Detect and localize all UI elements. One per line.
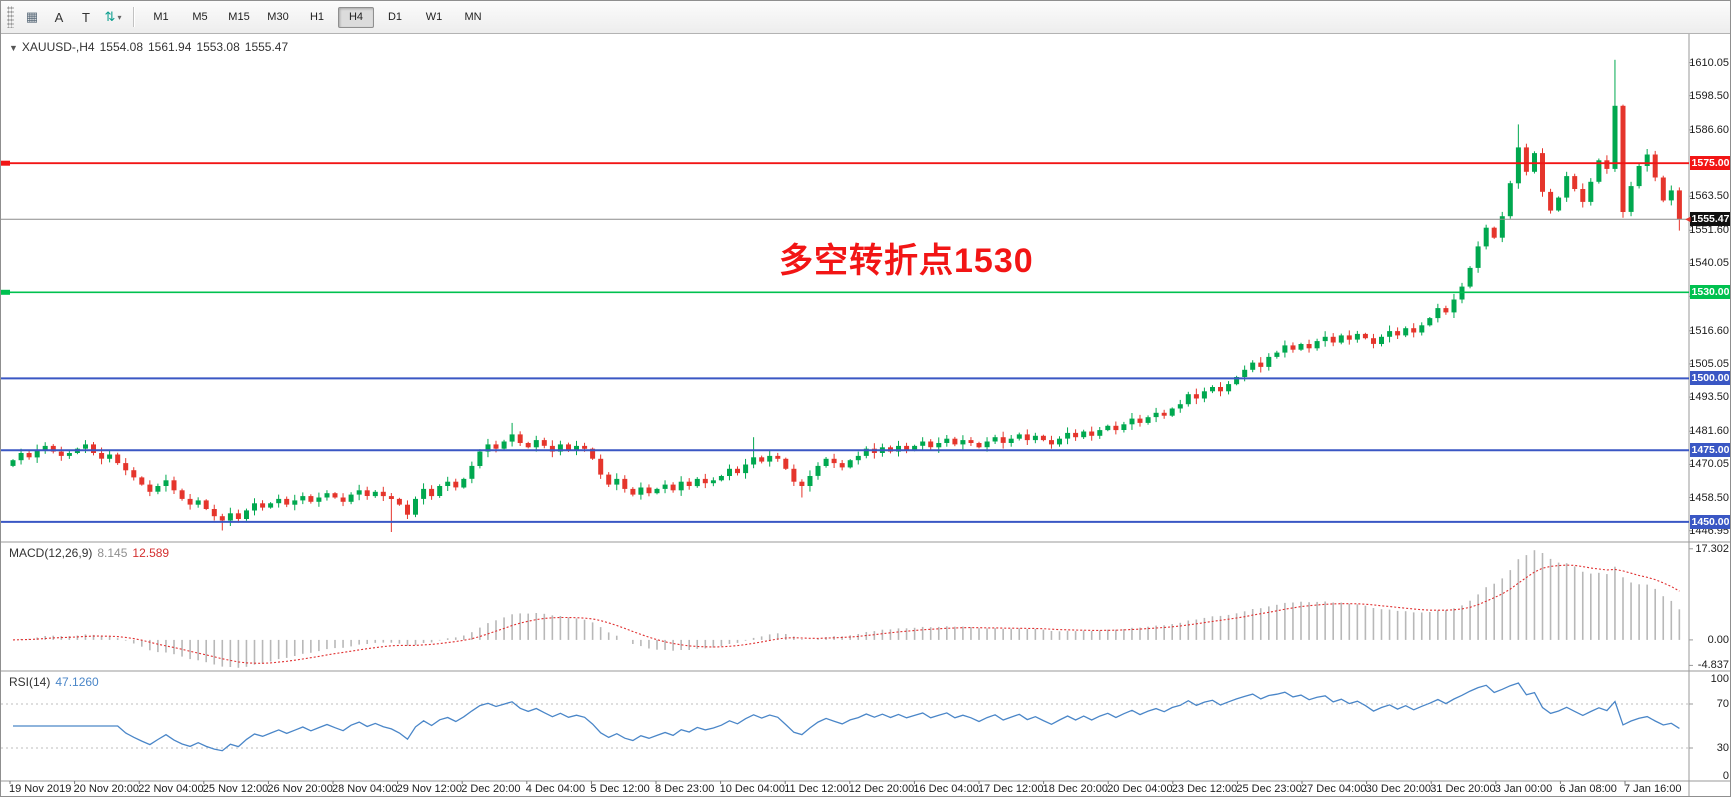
price-scale-label: 1505.05 (1689, 357, 1729, 370)
time-axis-label: 25 Nov 12:00 (202, 783, 269, 795)
price-scale-label: 1586.60 (1689, 123, 1729, 136)
timeframe-button-h4[interactable]: H4 (338, 6, 374, 28)
bar-high-value: 1561.94 (148, 40, 192, 54)
symbol-timeframe-label: XAUUSD-,H4 (21, 40, 95, 54)
price-scale-label: 1458.50 (1689, 491, 1729, 504)
time-axis-label: 18 Dec 20:00 (1042, 783, 1109, 795)
price-scale-label: 1493.50 (1689, 391, 1729, 404)
bar-open-value: 1554.08 (99, 40, 143, 54)
time-axis[interactable]: 19 Nov 2019 20 Nov 20:00 22 Nov 04:00 25 No… (1, 781, 1689, 796)
time-axis-label: 12 Dec 20:00 (848, 783, 915, 795)
hline-left-marker (1, 289, 10, 295)
timeframe-button-m15[interactable]: M15 (228, 11, 250, 23)
time-axis-label: 23 Dec 12:00 (1171, 783, 1238, 795)
time-axis-label: 7 Jan 16:00 (1624, 783, 1682, 795)
rsi-scale-label: 30 (1716, 742, 1729, 754)
time-axis-label: 16 Dec 04:00 (913, 783, 979, 795)
hline-left-marker (1, 160, 10, 166)
timeframe-button-d1[interactable]: D1 (387, 11, 403, 23)
toolbar-grip[interactable] (7, 6, 14, 28)
time-axis-label: 8 Dec 23:00 (655, 783, 715, 795)
rsi-scale-label: 70 (1716, 698, 1729, 710)
time-axis-label: 4 Dec 04:00 (525, 783, 586, 795)
price-tag-1530.00: 1530.00 (1690, 285, 1730, 300)
price-tag-1450.00: 1450.00 (1690, 514, 1730, 529)
time-axis-label: 26 Nov 20:00 (267, 783, 333, 795)
candles-layer (10, 59, 1682, 532)
time-axis-label: 2 Dec 20:00 (461, 783, 521, 795)
dropdown-caret-icon: ▾ (117, 12, 122, 22)
time-axis-label: 19 Nov 2019 (9, 783, 72, 795)
price-scale-label: 1563.50 (1689, 190, 1729, 203)
macd-label: MACD(12,26,9) (9, 546, 93, 560)
timeframe-button-h1[interactable]: H1 (309, 11, 325, 23)
time-axis-label: 27 Dec 04:00 (1301, 783, 1367, 795)
time-axis-label: 11 Dec 12:00 (784, 783, 849, 795)
timeframe-button-w1[interactable]: W1 (425, 11, 443, 23)
macd-histogram (20, 550, 1681, 668)
price-scale-label: 1540.05 (1689, 257, 1729, 270)
rsi-value: 47.1260 (55, 675, 99, 689)
time-axis-label: 10 Dec 04:00 (719, 783, 786, 795)
toolbar-separator (133, 7, 135, 27)
time-axis-label: 20 Dec 04:00 (1107, 783, 1173, 795)
time-axis-label: 17 Dec 12:00 (978, 783, 1044, 795)
macd-signal-value: 12.589 (132, 546, 170, 560)
rsi-line (13, 682, 1680, 752)
price-scale-label: 1610.05 (1689, 56, 1729, 69)
chart-grid-icon[interactable]: ▦ (25, 9, 39, 24)
timeframe-button-m5[interactable]: M5 (192, 11, 208, 23)
timeframe-button-mn[interactable]: MN (464, 11, 482, 23)
chart-text-annotation: 多空转折点1530 (779, 242, 1034, 280)
macd-indicator-header: MACD(12,26,9) 8.145 12.589 (9, 546, 174, 560)
time-axis-label: 30 Dec 20:00 (1365, 783, 1432, 795)
macd-main-value: 8.145 (97, 546, 128, 560)
time-axis-label: 20 Nov 20:00 (73, 783, 140, 795)
indicator-arrows-icon[interactable]: ⇅ ▾ (104, 9, 122, 24)
price-scale[interactable]: 1575.00 1530.00 1500.00 1475.00 1450.00 1555.… (1689, 34, 1730, 796)
bar-low-value: 1553.08 (196, 40, 240, 54)
macd-signal-line (12, 564, 1680, 664)
rsi-scale-label: 100 (1710, 673, 1729, 685)
bar-close-value: 1555.47 (244, 40, 289, 54)
price-tag-1575.00: 1575.00 (1690, 156, 1730, 171)
price-tag-1500.00: 1500.00 (1690, 371, 1730, 386)
price-scale-label: 1481.60 (1689, 425, 1729, 438)
macd-scale-label: -4.837 (1697, 659, 1729, 672)
time-axis-label: 3 Jan 00:00 (1494, 783, 1553, 795)
text-tool-icon[interactable]: T (82, 9, 90, 25)
last-price-arrow-icon: ◄ (1683, 214, 1693, 225)
chart-symbol-header: ▼ XAUUSD-,H4 1554.08 1561.94 1553.08 1555.47 (9, 40, 293, 54)
time-axis-label: 5 Dec 12:00 (590, 783, 650, 795)
rsi-scale-label: 0 (1722, 770, 1729, 782)
annotation-a-icon[interactable]: A (54, 9, 64, 25)
time-axis-label: 6 Jan 08:00 (1559, 783, 1617, 795)
toolbar: ▦ A T ⇅ ▾ M1 M5 M15 M30 H1 H4 D1 W1 MN (1, 1, 1730, 34)
timeframe-button-m30[interactable]: M30 (267, 11, 289, 23)
rsi-indicator-header: RSI(14) 47.1260 (9, 675, 104, 689)
current-price-tag: 1555.47 (1690, 212, 1730, 227)
time-axis-label: 22 Nov 04:00 (138, 783, 204, 795)
macd-scale-label: 17.302 (1695, 542, 1729, 555)
time-axis-label: 25 Dec 23:00 (1236, 783, 1302, 795)
rsi-label: RSI(14) (9, 675, 51, 689)
price-scale-label: 1516.60 (1689, 324, 1729, 337)
time-axis-label: 29 Nov 12:00 (396, 783, 463, 795)
macd-scale-label: 0.00 (1707, 633, 1729, 646)
price-scale-label: 1598.50 (1689, 89, 1729, 102)
timeframe-button-m1[interactable]: M1 (153, 11, 169, 23)
time-axis-label: 31 Dec 20:00 (1430, 783, 1496, 795)
collapse-triangle-icon[interactable]: ▼ (9, 43, 18, 53)
time-axis-label: 28 Nov 04:00 (332, 783, 398, 795)
price-scale-label: 1470.05 (1689, 458, 1729, 471)
price-scale-label: 1551.60 (1689, 224, 1729, 237)
price-tag-1475.00: 1475.00 (1690, 443, 1730, 458)
